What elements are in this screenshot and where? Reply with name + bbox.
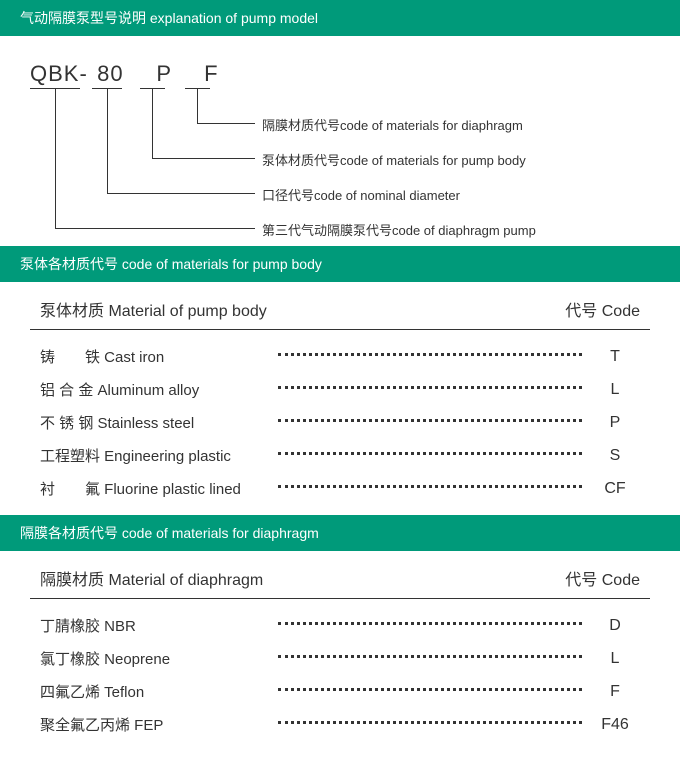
row-label: 聚全氟乙丙烯 FEP: [40, 714, 270, 735]
dots: [278, 721, 582, 724]
callout-body-material: 泵体材质代号code of materials for pump body: [262, 150, 526, 169]
callout-diaphragm-material: 隔膜材质代号code of materials for diaphragm: [262, 115, 523, 134]
row-label: 工程塑料 Engineering plastic: [40, 445, 270, 466]
row-code: F46: [590, 716, 640, 734]
dots: [278, 452, 582, 455]
row-code: CF: [590, 480, 640, 498]
model-part-f: F: [191, 61, 231, 87]
row-label: 铝 合 金 Aluminum alloy: [40, 379, 270, 400]
table-diaphragm-materials: 隔膜材质 Material of diaphragm 代号 Code 丁腈橡胶 …: [0, 551, 680, 751]
callout-diameter: 口径代号code of nominal diameter: [262, 185, 460, 204]
header-diaphragm-materials: 隔膜各材质代号 code of materials for diaphragm: [0, 515, 680, 551]
row-label: 铸 铁 Cast iron: [40, 346, 270, 367]
row-code: T: [590, 348, 640, 366]
col-right-body: 代号 Code: [565, 297, 640, 321]
row-label: 衬 氟 Fluorine plastic lined: [40, 478, 270, 499]
dots: [278, 386, 582, 389]
dots: [278, 688, 582, 691]
row-code: P: [590, 414, 640, 432]
model-code-text: QBK- 80 P F: [30, 61, 231, 87]
row-code: F: [590, 683, 640, 701]
dots: [278, 622, 582, 625]
col-headers-body: 泵体材质 Material of pump body 代号 Code: [30, 287, 650, 330]
table-body-materials: 泵体材质 Material of pump body 代号 Code 铸 铁 C…: [0, 282, 680, 515]
model-diagram: QBK- 80 P F 隔膜材质代号code of materials for …: [0, 36, 680, 246]
model-part-p: P: [144, 61, 184, 87]
dots: [278, 655, 582, 658]
col-headers-diaphragm: 隔膜材质 Material of diaphragm 代号 Code: [30, 556, 650, 599]
col-right-diaphragm: 代号 Code: [565, 566, 640, 590]
table-row: 衬 氟 Fluorine plastic lined CF: [30, 472, 650, 505]
callout-pump-code: 第三代气动隔膜泵代号code of diaphragm pump: [262, 220, 536, 239]
table-row: 丁腈橡胶 NBR D: [30, 609, 650, 642]
dots: [278, 485, 582, 488]
dots: [278, 419, 582, 422]
table-row: 工程塑料 Engineering plastic S: [30, 439, 650, 472]
row-label: 氯丁橡胶 Neoprene: [40, 648, 270, 669]
model-part-qbk: QBK-: [30, 61, 90, 87]
header-body-materials: 泵体各材质代号 code of materials for pump body: [0, 246, 680, 282]
row-code: L: [590, 650, 640, 668]
header-model-explanation: 气动隔膜泵型号说明 explanation of pump model: [0, 0, 680, 36]
table-row: 铸 铁 Cast iron T: [30, 340, 650, 373]
row-code: L: [590, 381, 640, 399]
row-code: S: [590, 447, 640, 465]
table-row: 铝 合 金 Aluminum alloy L: [30, 373, 650, 406]
dots: [278, 353, 582, 356]
row-code: D: [590, 617, 640, 635]
col-left-body: 泵体材质 Material of pump body: [40, 297, 267, 321]
table-row: 聚全氟乙丙烯 FEP F46: [30, 708, 650, 741]
row-label: 不 锈 钢 Stainless steel: [40, 412, 270, 433]
row-label: 丁腈橡胶 NBR: [40, 615, 270, 636]
row-label: 四氟乙烯 Teflon: [40, 681, 270, 702]
table-row: 四氟乙烯 Teflon F: [30, 675, 650, 708]
model-part-80: 80: [97, 61, 137, 87]
col-left-diaphragm: 隔膜材质 Material of diaphragm: [40, 566, 263, 590]
table-row: 氯丁橡胶 Neoprene L: [30, 642, 650, 675]
table-row: 不 锈 钢 Stainless steel P: [30, 406, 650, 439]
